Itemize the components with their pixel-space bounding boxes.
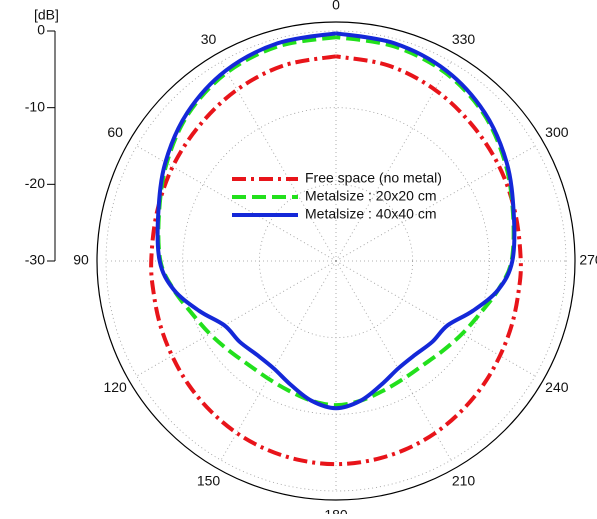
series-line	[155, 31, 517, 411]
grid-circle	[182, 107, 490, 415]
grid-circle	[105, 30, 567, 492]
theta-tick-label: 210	[452, 473, 476, 489]
grid-spoke	[335, 61, 452, 262]
r-tick-label: -20	[25, 175, 45, 191]
theta-tick-label: 240	[545, 379, 569, 395]
theta-tick-label: 300	[545, 124, 569, 140]
polar-frame	[96, 21, 576, 501]
theta-tick-label: 90	[73, 252, 89, 268]
theta-tick-label: 330	[452, 31, 476, 47]
grid-spoke	[220, 61, 337, 262]
r-tick-label: -30	[25, 252, 45, 268]
theta-tick-label: 270	[579, 252, 597, 268]
legend-label: Metalsize : 20x20 cm	[305, 188, 437, 204]
grid-spoke	[220, 260, 337, 461]
theta-tick-label: 180	[324, 507, 348, 514]
theta-tick-label: 30	[201, 31, 217, 47]
legend-label: Metalsize : 40x40 cm	[305, 206, 437, 222]
r-axis-unit: [dB]	[34, 7, 59, 23]
grid-spoke	[335, 260, 452, 461]
r-tick-label: -10	[25, 98, 45, 114]
theta-tick-label: 120	[103, 379, 127, 395]
theta-tick-label: 0	[332, 0, 340, 13]
r-tick-label: 0	[37, 22, 45, 38]
theta-tick-label: 60	[107, 124, 123, 140]
legend-label: Free space (no metal)	[305, 170, 442, 186]
theta-tick-label: 150	[197, 473, 221, 489]
